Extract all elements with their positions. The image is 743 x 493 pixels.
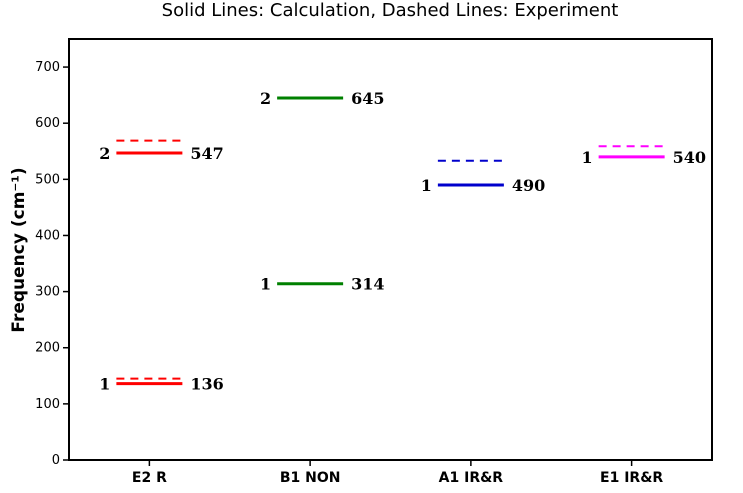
y-tick-label: 200 bbox=[35, 341, 60, 356]
y-tick-label: 100 bbox=[35, 397, 60, 412]
chart-title: Solid Lines: Calculation, Dashed Lines: … bbox=[162, 0, 619, 21]
y-tick-label: 300 bbox=[35, 285, 60, 300]
level-index-label: 1 bbox=[99, 375, 110, 394]
level-value-label: 314 bbox=[351, 275, 384, 294]
level-value-label: 136 bbox=[190, 375, 223, 394]
x-category-label: E1 IR&R bbox=[600, 470, 663, 486]
y-tick-label: 400 bbox=[35, 228, 60, 243]
y-tick-label: 700 bbox=[35, 60, 60, 75]
y-tick-label: 500 bbox=[35, 172, 60, 187]
x-category-label: B1 NON bbox=[280, 470, 341, 486]
level-index-label: 1 bbox=[421, 176, 432, 195]
plot-frame bbox=[68, 38, 713, 461]
y-axis-label: Frequency (cm⁻¹) bbox=[9, 167, 29, 332]
level-index-label: 1 bbox=[581, 148, 592, 167]
plot-area: 0 100 200 300 400 500 600 700 E2 R B1 NON A1 IR&R E… bbox=[35, 38, 713, 486]
y-tick-label: 600 bbox=[35, 116, 60, 131]
level-value-label: 490 bbox=[512, 176, 545, 195]
y-tick-label: 0 bbox=[52, 453, 60, 468]
level-index-label: 1 bbox=[260, 275, 271, 294]
x-category-label: E2 R bbox=[132, 470, 167, 486]
level-value-label: 547 bbox=[190, 144, 223, 163]
level-value-label: 645 bbox=[351, 89, 384, 108]
x-category-label: A1 IR&R bbox=[439, 470, 504, 486]
level-index-label: 2 bbox=[260, 89, 271, 108]
level-value-label: 540 bbox=[673, 148, 706, 167]
level-index-label: 2 bbox=[99, 144, 110, 163]
